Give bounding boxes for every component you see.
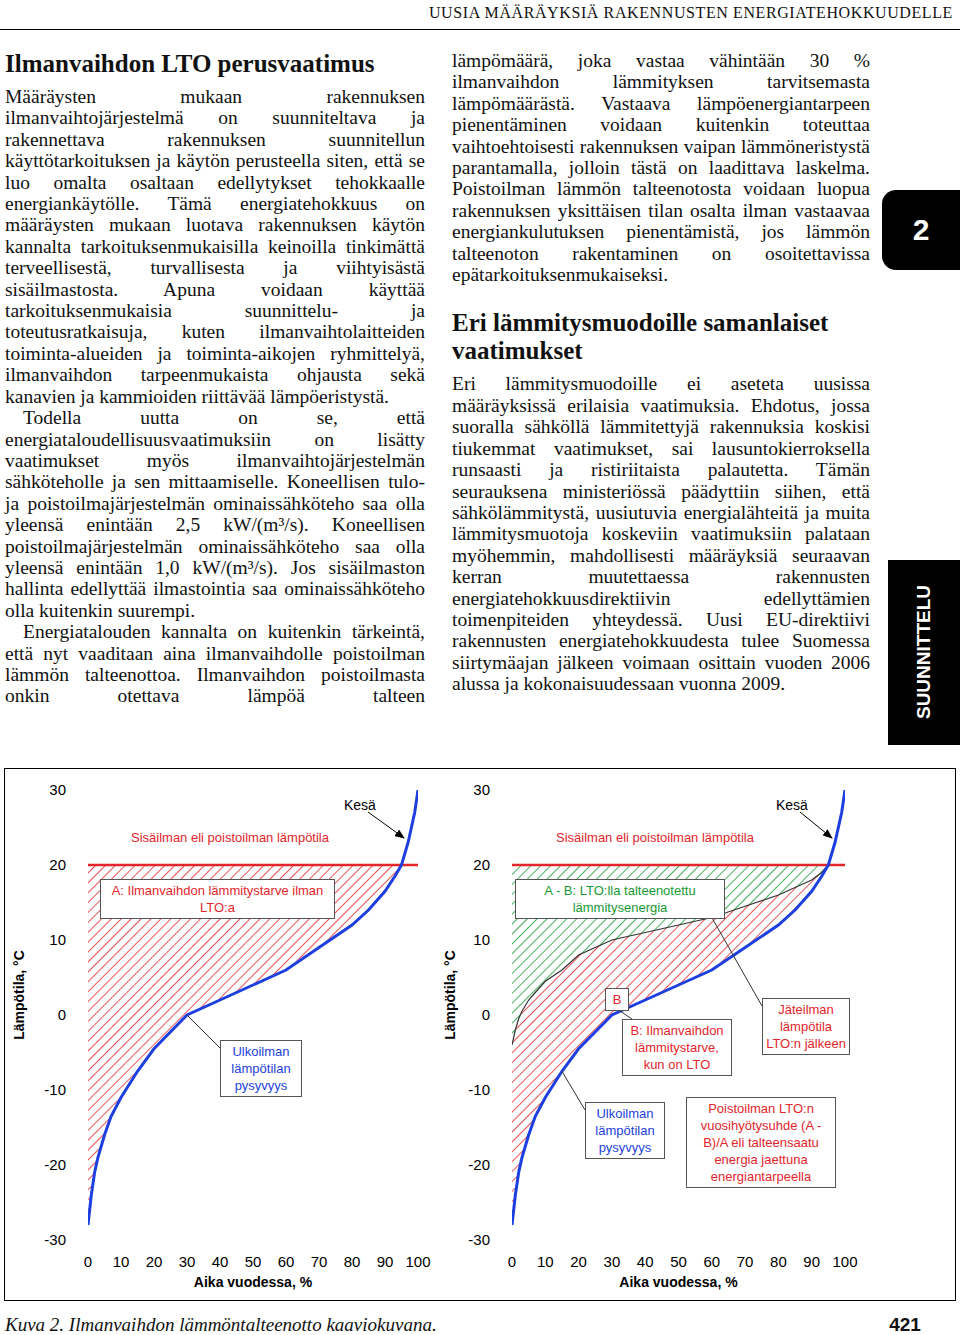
header-rule bbox=[0, 29, 960, 30]
leader-line bbox=[712, 918, 762, 1007]
y-tick-label: -20 bbox=[468, 1156, 490, 1173]
annotation: A - B: LTO:lla talteenotettu lämmitysene… bbox=[515, 879, 725, 919]
x-tick-label: 10 bbox=[537, 1253, 554, 1270]
paragraph: Eri lämmitysmuodoille ei aseteta uusissa… bbox=[452, 373, 870, 694]
series-line bbox=[88, 864, 418, 867]
series-line bbox=[88, 790, 418, 1225]
running-header: UUSIA MÄÄRÄYKSIÄ RAKENNUSTEN ENERGIATEHO… bbox=[400, 4, 953, 22]
text-column: Ilmanvaihdon LTO perusvaatimus Määräysten… bbox=[5, 50, 425, 707]
x-tick-label: 100 bbox=[405, 1253, 430, 1270]
series-callout: Sisäilman eli poistoilman lämpötila bbox=[80, 829, 380, 846]
x-tick-label: 40 bbox=[212, 1253, 229, 1270]
series-callout: Ulkoilman lämpötilan pysyvyys bbox=[220, 1040, 302, 1097]
paragraph: Todella uutta on se, että energiataloude… bbox=[5, 407, 425, 621]
annotation: B bbox=[605, 988, 629, 1011]
x-tick-label: 90 bbox=[803, 1253, 820, 1270]
x-tick-label: 100 bbox=[832, 1253, 857, 1270]
x-tick-label: 50 bbox=[670, 1253, 687, 1270]
y-tick-label: 0 bbox=[58, 1006, 66, 1023]
x-tick-label: 60 bbox=[278, 1253, 295, 1270]
x-tick-label: 10 bbox=[113, 1253, 130, 1270]
annotation: Kesä bbox=[344, 797, 394, 814]
section-tab: SUUNNITTELU bbox=[888, 560, 960, 745]
x-tick-label: 90 bbox=[377, 1253, 394, 1270]
text-column: lämpömäärä, joka vastaa vähintään 30 % i… bbox=[452, 50, 870, 695]
y-tick-label: 20 bbox=[49, 856, 66, 873]
x-tick-label: 70 bbox=[311, 1253, 328, 1270]
x-tick-label: 50 bbox=[245, 1253, 262, 1270]
y-tick-label: -10 bbox=[468, 1081, 490, 1098]
plot-area bbox=[88, 790, 418, 1225]
series-callout: Sisäilman eli poistoilman lämpötila bbox=[505, 829, 805, 846]
leader-line bbox=[187, 1015, 220, 1048]
annotation: A: Ilmanvaihdon lämmitystarve ilman LTO:… bbox=[100, 879, 335, 919]
y-tick-label: 30 bbox=[473, 781, 490, 798]
heading: Eri lämmitysmuodoille samanlaiset vaatim… bbox=[452, 309, 870, 365]
hatched-area bbox=[88, 865, 402, 1225]
x-tick-label: 30 bbox=[604, 1253, 621, 1270]
leader-line bbox=[562, 1071, 585, 1110]
x-tick-label: 60 bbox=[703, 1253, 720, 1270]
heading: Ilmanvaihdon LTO perusvaatimus bbox=[5, 50, 425, 78]
y-tick-label: 10 bbox=[473, 931, 490, 948]
x-axis-label: Aika vuodessa, % bbox=[619, 1274, 738, 1290]
x-tick-label: 70 bbox=[737, 1253, 754, 1270]
x-tick-label: 20 bbox=[146, 1253, 163, 1270]
y-tick-label: 30 bbox=[49, 781, 66, 798]
annotation: Poistoilman LTO:n vuosihyötysuhde (A - B… bbox=[686, 1097, 836, 1188]
series-callout: Ulkoilman lämpötilan pysyvyys bbox=[585, 1102, 665, 1159]
chart: -30 -20 -10 0 10 20 30 0 10 20 30 40 50 60 70 80 90 100 Ai… bbox=[442, 781, 858, 1290]
y-axis-label: Lämpötila, °C bbox=[11, 950, 27, 1040]
page-number: 421 bbox=[880, 1314, 930, 1335]
paragraph: Määräysten mukaan rakennuksen ilmanvaiht… bbox=[5, 86, 425, 407]
annotation-arrow bbox=[800, 812, 832, 838]
x-axis-label: Aika vuodessa, % bbox=[194, 1274, 313, 1290]
x-tick-label: 0 bbox=[84, 1253, 92, 1270]
series-callout: Jäteilman lämpötila LTO:n jälkeen bbox=[762, 998, 850, 1055]
section-tab-label: SUUNNITTELU bbox=[913, 560, 937, 745]
y-tick-label: -30 bbox=[44, 1231, 66, 1248]
chapter-tab: 2 bbox=[882, 190, 960, 270]
x-tick-label: 30 bbox=[179, 1253, 196, 1270]
x-tick-label: 80 bbox=[770, 1253, 787, 1270]
chart: -30 -20 -10 0 10 20 30 0 10 20 30 40 50 60 70 80 90 100 Ai… bbox=[11, 781, 431, 1290]
y-tick-label: 0 bbox=[482, 1006, 490, 1023]
y-tick-label: 20 bbox=[473, 856, 490, 873]
y-tick-label: -20 bbox=[44, 1156, 66, 1173]
annotation: Kesä bbox=[776, 797, 826, 814]
annotation: B: Ilmanvaihdon lämmitystarve, kun on LT… bbox=[622, 1019, 732, 1076]
caption: Kuva 2. Ilmanvaihdon lämmöntalteenotto k… bbox=[5, 1314, 705, 1335]
x-tick-label: 40 bbox=[637, 1253, 654, 1270]
series-line bbox=[512, 864, 845, 867]
y-tick-label: -30 bbox=[468, 1231, 490, 1248]
y-tick-label: -10 bbox=[44, 1081, 66, 1098]
figure-frame bbox=[5, 769, 956, 1301]
paragraph: Energiatalouden kannalta on kuitenkin tä… bbox=[5, 621, 425, 707]
y-tick-label: 10 bbox=[49, 931, 66, 948]
annotation-arrow bbox=[368, 812, 404, 838]
x-tick-label: 0 bbox=[508, 1253, 516, 1270]
y-axis-label: Lämpötila, °C bbox=[442, 950, 458, 1040]
x-tick-label: 20 bbox=[570, 1253, 587, 1270]
x-tick-label: 80 bbox=[344, 1253, 361, 1270]
page: UUSIA MÄÄRÄYKSIÄ RAKENNUSTEN ENERGIATEHO… bbox=[0, 0, 960, 1335]
paragraph: lämpömäärä, joka vastaa vähintään 30 % i… bbox=[452, 50, 870, 285]
